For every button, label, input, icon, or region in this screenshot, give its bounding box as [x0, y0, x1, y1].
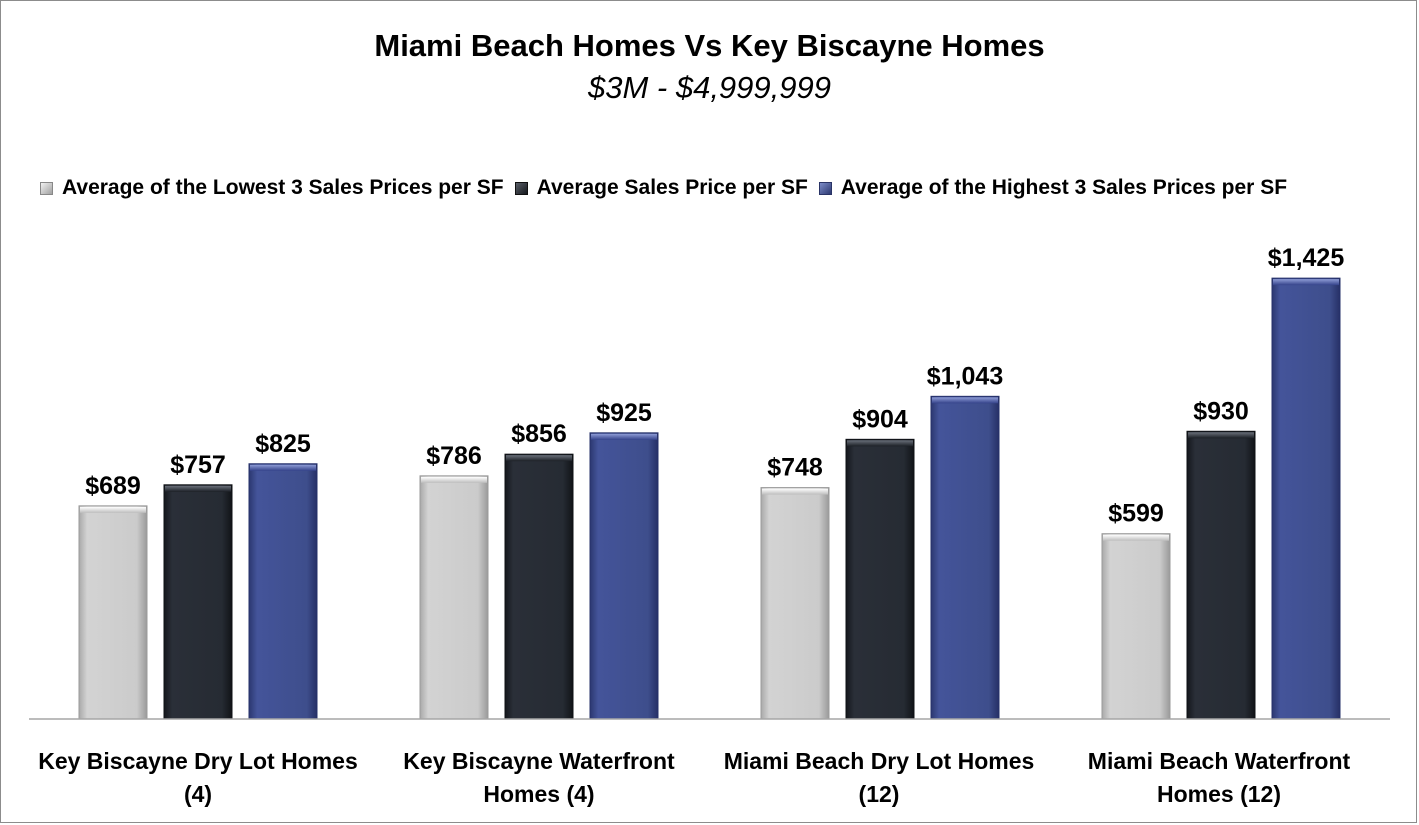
- data-labels-layer: $689 $757 $825 $786 $856 $925 $748 $904 $1,043 $5…: [85, 244, 1344, 528]
- bar-s2-c2: [930, 395, 1000, 720]
- bars-layer: [78, 277, 1341, 720]
- x-tick-label-0: Key Biscayne Dry Lot Homes (4): [38, 748, 358, 807]
- legend-label-highest: Average of the Highest 3 Sales Prices pe…: [840, 176, 1288, 199]
- data-label-s2-c2: $1,043: [927, 362, 1003, 390]
- legend-swatch-highest: [818, 181, 832, 195]
- bar-s0-c0: [78, 505, 148, 720]
- data-label-s1-c1: $856: [511, 420, 567, 448]
- chart-title: Miami Beach Homes Vs Key Biscayne Homes: [374, 28, 1045, 63]
- x-tick-label-3: Miami Beach Waterfront Homes (12): [1087, 748, 1351, 807]
- bar-s0-c1: [419, 475, 489, 720]
- data-label-s2-c3: $1,425: [1268, 244, 1345, 272]
- legend-item-average: Average Sales Price per SF: [514, 176, 808, 200]
- legend-label-average: Average Sales Price per SF: [536, 176, 808, 199]
- data-label-s2-c0: $825: [255, 430, 311, 458]
- legend-swatch-lowest: [40, 181, 53, 195]
- chart-legend: Average of the Lowest 3 Sales Prices per…: [40, 176, 1298, 200]
- bar-s1-c1: [504, 453, 574, 720]
- bar-s2-c0: [248, 463, 318, 720]
- legend-item-lowest: Average of the Lowest 3 Sales Prices per…: [40, 176, 504, 200]
- legend-swatch-average: [514, 181, 528, 195]
- bar-s1-c2: [845, 438, 915, 720]
- x-tick-label-2: Miami Beach Dry Lot Homes (12): [723, 748, 1035, 807]
- x-tick-label-1: Key Biscayne Waterfront Homes (4): [403, 748, 675, 807]
- data-label-s2-c1: $925: [596, 399, 652, 427]
- data-label-s1-c3: $930: [1193, 397, 1249, 425]
- data-label-s1-c0: $757: [170, 451, 226, 479]
- data-label-s0-c0: $689: [85, 472, 141, 500]
- bar-s1-c0: [163, 484, 233, 720]
- data-label-s0-c2: $748: [767, 454, 823, 482]
- bar-s1-c3: [1186, 430, 1256, 720]
- data-label-s0-c1: $786: [426, 442, 482, 470]
- legend-label-lowest: Average of the Lowest 3 Sales Prices per…: [62, 176, 504, 199]
- bar-s2-c3: [1271, 277, 1341, 720]
- data-label-s1-c2: $904: [852, 405, 908, 433]
- bar-s0-c2: [760, 487, 830, 720]
- chart-subtitle: $3M - $4,999,999: [587, 70, 831, 105]
- bar-s2-c1: [589, 432, 659, 720]
- data-label-s0-c3: $599: [1108, 500, 1164, 528]
- bar-s0-c3: [1101, 533, 1171, 720]
- legend-item-highest: Average of the Highest 3 Sales Prices pe…: [818, 176, 1288, 200]
